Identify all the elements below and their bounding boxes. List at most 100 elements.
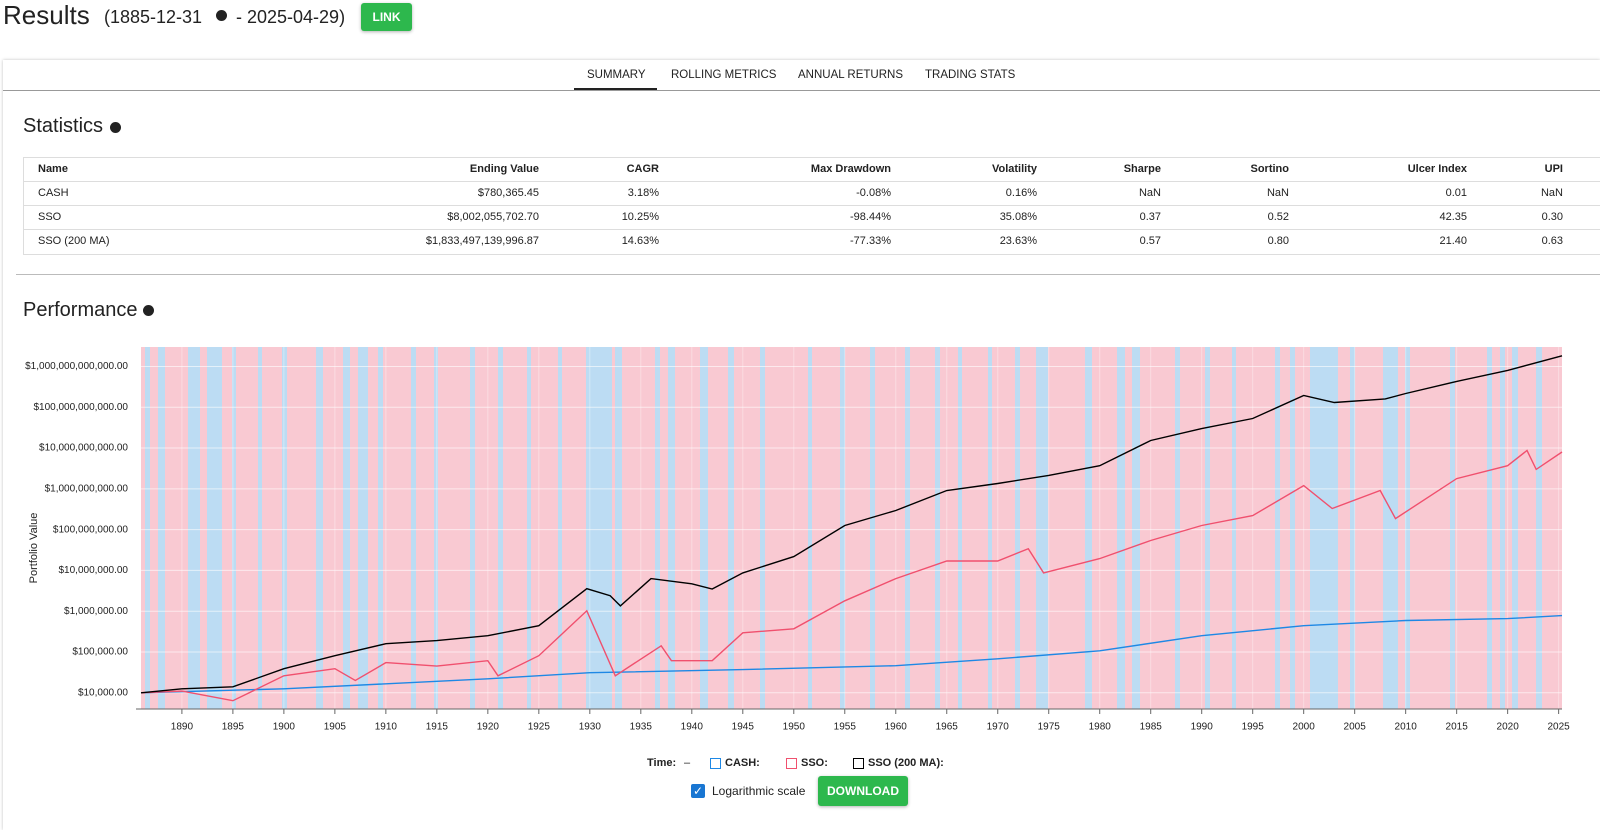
regime-band [358,347,368,709]
regime-band [1487,347,1492,709]
table-cell: 35.08% [999,211,1037,223]
regime-band [1232,347,1236,709]
table-cell: 0.52 [1267,211,1289,223]
regime-band [870,347,875,709]
x-tick-label: 2025 [1548,722,1571,733]
start-date: (1885-12-31 [104,7,203,27]
x-tick-label: 1890 [171,722,194,733]
regime-band [188,347,200,709]
table-cell: $1,833,497,139,996.87 [425,235,539,247]
legend-time-label: Time: [647,757,677,769]
legend-swatch[interactable] [786,758,797,769]
x-tick-label: 1985 [1140,722,1163,733]
regime-band [282,347,287,709]
table-cell: 42.35 [1439,211,1467,223]
section-title: Statistics [23,115,104,137]
table-cell: 10.25% [621,211,659,223]
regime-band [158,347,165,709]
regime-band [808,347,812,709]
regime-band [1536,347,1542,709]
column-header: Sortino [1250,163,1290,175]
x-tick-label: 1965 [936,722,959,733]
x-tick-label: 1900 [273,722,296,733]
regime-band [1015,347,1020,709]
row-divider [24,181,1600,182]
regime-band [1175,347,1180,709]
legend-swatch[interactable] [710,758,721,769]
x-tick-label: 1945 [732,722,755,733]
regime-band [411,347,416,709]
log-checkbox-label[interactable]: Logarithmic scale [712,784,806,798]
tab[interactable]: SUMMARY [587,69,646,81]
regime-band [700,347,708,709]
table-cell: 23.63% [999,235,1037,247]
series-line [140,449,1563,702]
x-tick-label: 1925 [528,722,551,733]
x-tick-label: 1960 [885,722,908,733]
regime-band [207,347,222,709]
regime-band [527,347,531,709]
x-tick-label: 1935 [630,722,653,733]
log-checkbox[interactable]: ✓ [691,784,705,798]
tab[interactable]: ANNUAL RETURNS [798,69,904,81]
table-cell: 0.63 [1541,235,1563,247]
regime-band [1450,347,1455,709]
regime-band [1275,347,1280,709]
regime-band [378,347,383,709]
x-tick-label: 2020 [1497,722,1520,733]
column-header: Ulcer Index [1407,163,1467,175]
regime-band [935,347,940,709]
x-tick-label: 1920 [477,722,500,733]
table-cell: SSO (200 MA) [38,235,110,247]
column-header: CAGR [626,163,659,175]
y-tick-label: $10,000.00 [78,687,128,698]
x-tick-label: 2000 [1293,722,1316,733]
regime-band [1500,347,1505,709]
info-icon [143,305,154,316]
regime-band [615,347,622,709]
column-header: Ending Value [469,163,539,175]
x-tick-label: 2005 [1344,722,1367,733]
y-tick-label: $1,000,000.00 [64,606,128,617]
tab[interactable]: ROLLING METRICS [671,69,777,81]
table-cell: NaN [1138,187,1161,199]
table-cell: 0.01 [1445,187,1467,199]
legend-label: SSO: [801,757,828,769]
y-tick-label: $100,000,000.00 [53,524,129,535]
row-divider [24,229,1600,230]
download-button[interactable]: DOWNLOAD [818,776,908,806]
x-tick-label: 1990 [1191,722,1214,733]
tab[interactable]: TRADING STATS [925,69,1016,81]
series-line [140,355,1563,694]
regime-band [558,347,562,709]
table-cell: -77.33% [850,235,891,247]
y-axis-label: Portfolio Value [28,513,40,584]
regime-band [434,347,438,709]
legend-swatch[interactable] [853,758,864,769]
link-button[interactable]: LINK [361,3,412,31]
x-tick-label: 1995 [1242,722,1265,733]
table-cell: CASH [38,187,69,199]
results-title: Results [3,0,90,30]
x-tick-label: 1975 [1038,722,1061,733]
regime-band [1085,347,1092,709]
x-tick-label: 1970 [987,722,1010,733]
regime-band [498,347,503,709]
regime-band [988,347,992,709]
regime-band [728,347,734,709]
table-cell: 0.57 [1139,235,1161,247]
table-cell: $780,365.45 [477,187,539,199]
regime-band [145,347,150,709]
section-divider [16,274,1600,275]
section-title: Performance [23,299,138,321]
table-cell: -98.44% [850,211,891,223]
regime-band [232,347,236,709]
x-tick-label: 1930 [579,722,602,733]
x-tick-label: 1905 [324,722,347,733]
table-cell: 3.18% [627,187,659,199]
x-tick-label: 2015 [1446,722,1469,733]
column-header: Max Drawdown [810,163,891,175]
regime-band [1405,347,1410,709]
regime-band [655,347,660,709]
